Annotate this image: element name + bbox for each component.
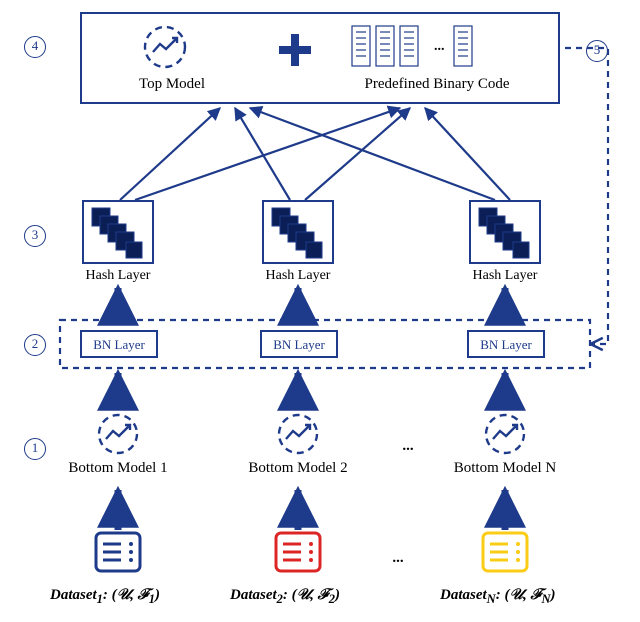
hash-box-1 (82, 200, 154, 264)
bottom-to-bn-arrows (118, 373, 505, 410)
dataset-label-1: Dataset1: (𝒰, ℱ1) (50, 586, 220, 607)
bottom-model-label-2: Bottom Model 2 (238, 460, 358, 477)
hash-stack-icon (471, 202, 543, 266)
badge-2: 2 (24, 334, 46, 356)
bottom-model-label-N: Bottom Model N (445, 460, 565, 477)
hash-stack-icon (264, 202, 336, 266)
badge-5: 5 (586, 40, 608, 62)
top-box: ... Top Model Predefined Binary Code (80, 12, 560, 104)
predefined-label: Predefined Binary Code (337, 76, 537, 93)
dataset-icon-N (480, 530, 530, 574)
badge-3: 3 (24, 225, 46, 247)
hash-to-top-arrows (120, 108, 510, 200)
badge-4: 4 (24, 36, 46, 58)
hash-box-2 (262, 200, 334, 264)
hash-label-1: Hash Layer (78, 268, 158, 284)
top-model-icon (142, 24, 188, 70)
dataset-ellipsis: ... (378, 550, 418, 567)
feedback-arrow (565, 48, 608, 344)
bn-box-3: BN Layer (467, 330, 545, 358)
bn-box-1: BN Layer (80, 330, 158, 358)
dataset-to-bottom-arrows (118, 490, 505, 530)
svg-text:...: ... (434, 39, 445, 54)
bottom-model-icon-2 (276, 412, 320, 456)
dataset-label-2: Dataset2: (𝒰, ℱ2) (230, 586, 400, 607)
hash-stack-icon (84, 202, 156, 266)
top-model-label: Top Model (122, 76, 222, 93)
badge-1: 1 (24, 438, 46, 460)
binary-code-docs-icon: ... (350, 22, 510, 72)
hash-box-3 (469, 200, 541, 264)
dataset-icon-2 (273, 530, 323, 574)
dataset-icon-1 (93, 530, 143, 574)
dataset-label-N: DatasetN: (𝒰, ℱN) (440, 586, 620, 607)
bottom-model-icon-1 (96, 412, 140, 456)
bottom-model-ellipsis: ... (388, 438, 428, 455)
bn-box-2: BN Layer (260, 330, 338, 358)
bottom-model-icon-N (483, 412, 527, 456)
bn-to-hash-arrows (118, 288, 505, 320)
plus-icon (277, 32, 313, 68)
hash-label-3: Hash Layer (465, 268, 545, 284)
bottom-model-label-1: Bottom Model 1 (58, 460, 178, 477)
hash-label-2: Hash Layer (258, 268, 338, 284)
